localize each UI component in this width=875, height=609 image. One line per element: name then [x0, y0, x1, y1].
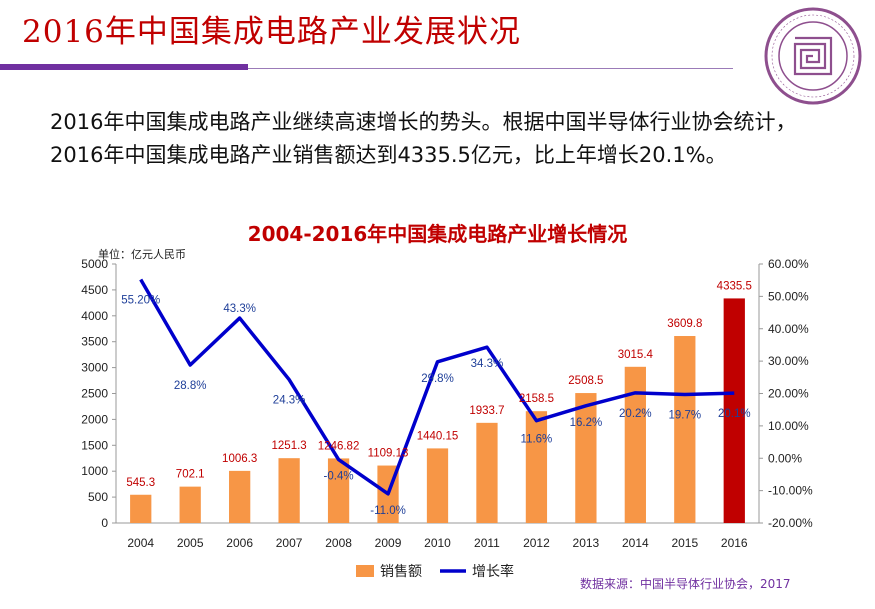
x-tick-label: 2007: [276, 536, 303, 550]
x-tick-label: 2014: [622, 536, 649, 550]
bar-value-label: 1006.3: [222, 453, 257, 465]
bar-value-label: 3609.8: [667, 318, 702, 330]
right-tick-label: 30.00%: [768, 354, 809, 368]
bar-2013: [575, 393, 597, 523]
bar-value-label: 2158.5: [519, 393, 554, 405]
x-tick-label: 2012: [523, 536, 550, 550]
left-tick-label: 2500: [81, 387, 108, 401]
bar-value-label: 1109.13: [368, 448, 409, 460]
line-value-label: 24.3%: [273, 395, 306, 407]
legend-label-growth: 增长率: [472, 563, 514, 579]
left-tick-label: 1000: [81, 464, 108, 478]
line-value-label: 34.3%: [471, 358, 504, 370]
page-title: 2016年中国集成电路产业发展状况: [22, 14, 521, 50]
bar-value-label: 1246.82: [318, 440, 360, 452]
x-tick-label: 2013: [573, 536, 600, 550]
bar-value-label: 1933.7: [469, 405, 504, 417]
bar-value-label: 3015.4: [618, 349, 654, 361]
bar-2014: [624, 366, 646, 523]
left-tick-label: 1500: [81, 438, 108, 452]
bar-value-label: 1251.3: [272, 440, 307, 452]
x-tick-label: 2005: [177, 536, 204, 550]
bar-value-label: 1440.15: [417, 430, 459, 442]
right-tick-label: 10.00%: [768, 419, 809, 433]
x-tick-label: 2004: [127, 536, 154, 550]
title-divider: [248, 68, 733, 69]
line-value-label: 55.20%: [121, 295, 160, 307]
x-tick-label: 2011: [474, 536, 500, 550]
left-tick-label: 3000: [81, 361, 108, 375]
right-tick-label: -10.00%: [768, 484, 813, 498]
line-value-label: 11.6%: [521, 434, 553, 446]
bar-2010: [426, 448, 449, 523]
title-underline: [0, 64, 248, 70]
right-tick-label: 20.00%: [768, 387, 809, 401]
left-tick-label: 5000: [81, 257, 108, 271]
bar-2004: [130, 494, 152, 523]
legend-swatch-sales: [356, 565, 374, 577]
x-tick-label: 2010: [424, 536, 451, 550]
growth-rate-line: [139, 278, 735, 496]
line-value-label: 20.2%: [619, 408, 652, 420]
bar-2007: [278, 458, 300, 523]
bar-2015: [674, 336, 696, 523]
bar-2005: [179, 486, 201, 523]
right-tick-label: 0.00%: [768, 451, 802, 465]
left-tick-label: 500: [88, 490, 108, 504]
right-tick-label: -20.00%: [768, 516, 813, 530]
left-tick-label: 2000: [81, 412, 108, 426]
chart-title: 2004-2016年中国集成电路产业增长情况: [247, 222, 628, 246]
bar-2006: [229, 470, 251, 523]
legend-label-sales: 销售额: [380, 563, 422, 579]
line-value-label: 20.1%: [718, 408, 751, 420]
line-value-label: -11.0%: [370, 505, 406, 517]
line-value-label: 28.8%: [174, 380, 207, 392]
line-value-label: 16.2%: [570, 417, 603, 429]
bar-2011: [476, 422, 498, 523]
bar-value-label: 702.1: [176, 469, 205, 481]
line-value-label: 43.3%: [223, 303, 256, 315]
x-tick-label: 2006: [226, 536, 253, 550]
bar-value-label: 2508.5: [568, 375, 603, 387]
line-value-label: 19.7%: [669, 409, 702, 421]
left-tick-label: 3500: [81, 335, 108, 349]
bar-2008: [327, 458, 350, 523]
bar-2012: [525, 411, 548, 523]
left-tick-label: 4500: [81, 283, 108, 297]
line-value-label: 29.8%: [421, 373, 454, 385]
right-tick-label: 40.00%: [768, 322, 809, 336]
left-tick-label: 0: [101, 516, 108, 530]
x-tick-label: 2009: [375, 536, 402, 550]
bar-value-label: 4335.5: [717, 280, 752, 292]
bar-value-label: 545.3: [126, 477, 155, 489]
x-tick-label: 2008: [325, 536, 352, 550]
x-tick-label: 2015: [671, 536, 698, 550]
x-tick-label: 2016: [721, 536, 748, 550]
right-tick-label: 60.00%: [768, 257, 809, 271]
chart-unit-label: 单位：亿元人民币: [98, 248, 186, 261]
university-seal-logo: [764, 7, 862, 105]
right-tick-label: 50.00%: [768, 289, 809, 303]
data-source-note: 数据来源：中国半导体行业协会，2017: [580, 577, 791, 591]
line-value-label: -0.4%: [324, 471, 354, 483]
summary-paragraph: 2016年中国集成电路产业继续高速增长的势头。根据中国半导体行业协会统计，201…: [50, 110, 797, 167]
left-tick-label: 4000: [81, 309, 108, 323]
bar-2016: [723, 298, 745, 523]
